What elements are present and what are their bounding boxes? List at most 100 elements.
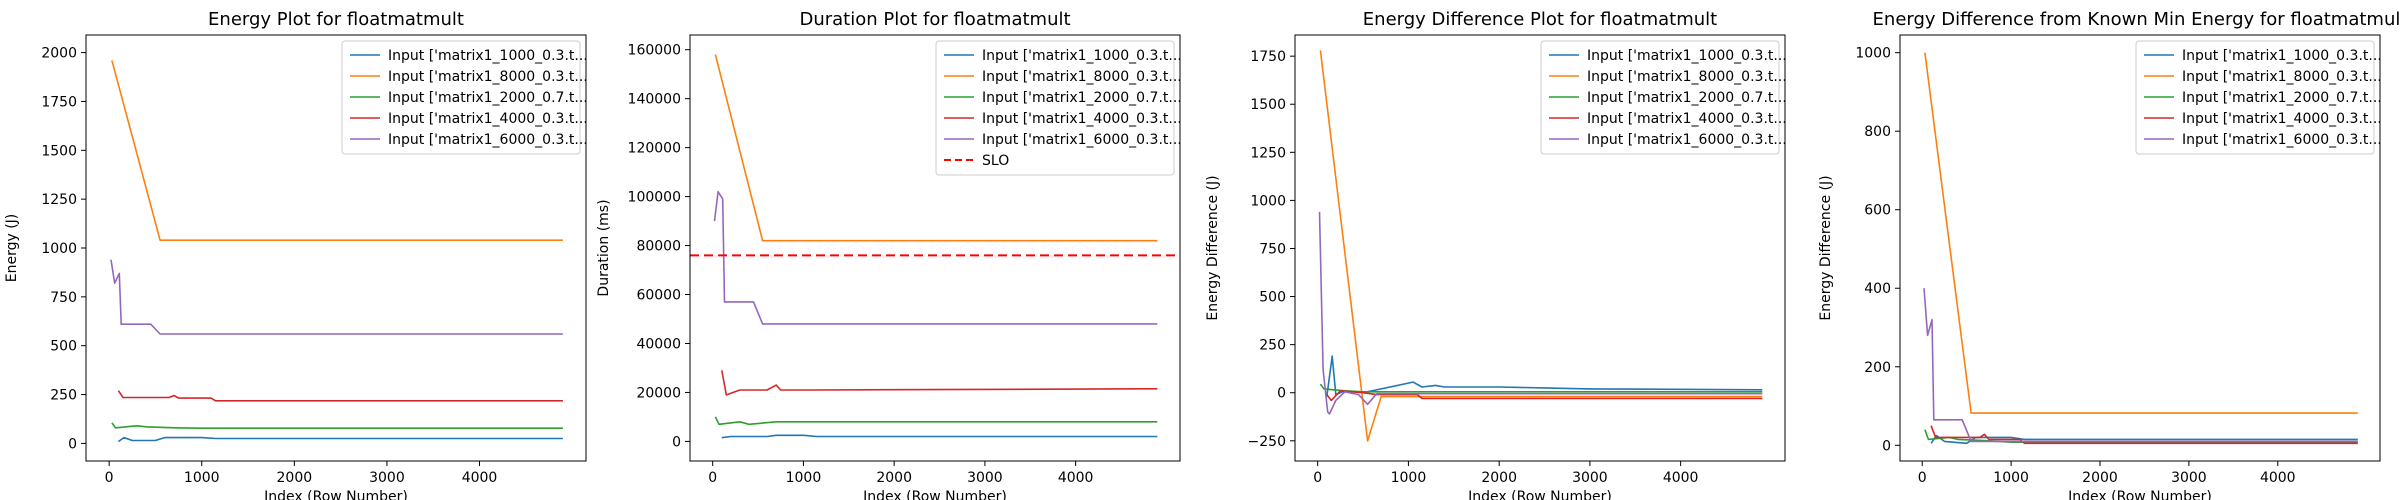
x-tick-label: 4000 [1058,470,1094,486]
x-tick-label: 1000 [1391,470,1427,486]
legend-label: Input ['matrix1_4000_0.3.t... [388,111,588,127]
x-axis-label: Index (Row Number) [1468,489,1612,500]
series-line-2 [1924,52,2358,414]
axes-frame [1294,34,1786,462]
y-tick-label: 800 [1864,124,1891,140]
legend-box [2135,40,2375,155]
x-tick-label: 3000 [1572,470,1608,486]
x-tick-label: 0 [1918,470,1927,486]
legend-label: SLO [982,153,1009,169]
y-tick-label: 2000 [41,46,77,62]
x-tick-label: 2000 [2082,470,2118,486]
legend-box [935,40,1175,176]
series-line-2 [111,60,563,241]
y-tick-label: 0 [68,436,77,452]
y-axis-label: Duration (ms) [596,199,612,296]
legend-label: Input ['matrix1_1000_0.3.t... [1587,48,1787,64]
series-line-2 [1319,50,1763,442]
axes-frame [1899,34,2381,462]
chart-panel-4: Energy Difference from Known Min Energy … [1818,9,2400,500]
y-tick-label: 1000 [41,241,77,257]
series-line-3 [111,422,563,430]
y-tick-label: 140000 [628,92,681,108]
legend: Input ['matrix1_1000_0.3.t... Input ['mat… [935,40,1182,176]
legend-label: Input ['matrix1_2000_0.7.t... [982,90,1182,106]
y-axis-label: Energy (J) [4,214,20,283]
chart-title: Energy Plot for floatmatmult [208,9,464,30]
chart-panel-2: Duration Plot for floatmatmult 0 1000 2000 3… [596,9,1182,500]
series-line-1 [721,434,1158,439]
series-line-4 [721,370,1158,396]
y-tick-label: 250 [50,388,77,404]
x-tick-label: 3000 [369,470,405,486]
y-tick-label: 120000 [628,141,681,157]
chart-panel-3: Energy Difference Plot for floatmatmult 0… [1205,9,1787,500]
x-tick-label: 0 [105,470,114,486]
y-tick-label: 100000 [628,190,681,206]
y-tick-label: 40000 [636,336,681,352]
axes-frame [689,34,1181,462]
series-line-5 [713,190,1158,325]
legend-label: Input ['matrix1_2000_0.7.t... [388,90,588,106]
x-tick-label: 2000 [1481,470,1517,486]
y-tick-label: 750 [1259,241,1286,257]
legend: Input ['matrix1_1000_0.3.t... Input ['mat… [1540,40,1787,155]
y-tick-label: 1000 [1855,46,1891,62]
legend-label: Input ['matrix1_6000_0.3.t... [388,132,588,148]
chart-panel-1: Energy Plot for floatmatmult 0 1000 2000 300… [4,9,588,500]
y-tick-label: −250 [1248,434,1286,450]
x-tick-label: 4000 [462,470,498,486]
series-line-5 [1318,211,1763,415]
y-tick-label: 60000 [636,288,681,304]
legend: Input ['matrix1_1000_0.3.t... Input ['mat… [341,40,588,155]
series-line-3 [1924,429,2358,444]
legend-label: Input ['matrix1_2000_0.7.t... [1587,90,1787,106]
x-tick-label: 1000 [1993,470,2029,486]
series-line-5 [1923,288,2358,443]
legend: Input ['matrix1_1000_0.3.t... Input ['mat… [2135,40,2382,155]
y-tick-label: 1750 [41,94,77,110]
x-tick-label: 4000 [1663,470,1699,486]
y-tick-label: 1000 [1250,193,1286,209]
y-tick-label: 500 [50,339,77,355]
legend-label: Input ['matrix1_2000_0.7.t... [2182,90,2382,106]
legend-label: Input ['matrix1_4000_0.3.t... [1587,111,1787,127]
legend-label: Input ['matrix1_8000_0.3.t... [1587,69,1787,85]
legend-box [341,40,581,155]
legend-label: Input ['matrix1_4000_0.3.t... [982,111,1182,127]
legend-label: Input ['matrix1_8000_0.3.t... [388,69,588,85]
y-tick-label: 1500 [1250,97,1286,113]
x-tick-label: 3000 [2171,470,2207,486]
y-tick-label: 80000 [636,239,681,255]
legend-label: Input ['matrix1_6000_0.3.t... [1587,132,1787,148]
y-tick-label: 1500 [41,143,77,159]
x-tick-label: 0 [1313,470,1322,486]
chart-title: Energy Difference from Known Min Energy … [1873,9,2400,30]
series-line-1 [117,436,563,443]
y-tick-label: 1750 [1250,49,1286,65]
axes-frame [85,34,587,462]
legend-label: Input ['matrix1_8000_0.3.t... [2182,69,2382,85]
x-axis-label: Index (Row Number) [264,489,408,500]
legend-box [1540,40,1780,155]
y-tick-label: 250 [1259,338,1286,354]
legend-label: Input ['matrix1_6000_0.3.t... [982,132,1182,148]
plot-area [1923,52,2358,445]
x-tick-label: 3000 [967,470,1003,486]
plot-area [110,60,563,443]
plot-area [1318,50,1763,442]
series-line-4 [1930,425,2358,445]
x-tick-label: 2000 [876,470,912,486]
x-tick-label: 0 [708,470,717,486]
series-line-5 [110,259,563,335]
y-tick-label: 1250 [41,192,77,208]
y-axis-label: Energy Difference (J) [1818,175,1834,320]
legend-label: Input ['matrix1_1000_0.3.t... [2182,48,2382,64]
y-tick-label: 750 [50,290,77,306]
x-axis-label: Index (Row Number) [863,489,1007,500]
series-line-4 [117,390,563,402]
series-line-2 [714,54,1158,242]
legend-label: Input ['matrix1_1000_0.3.t... [982,48,1182,64]
y-tick-label: 160000 [628,43,681,59]
